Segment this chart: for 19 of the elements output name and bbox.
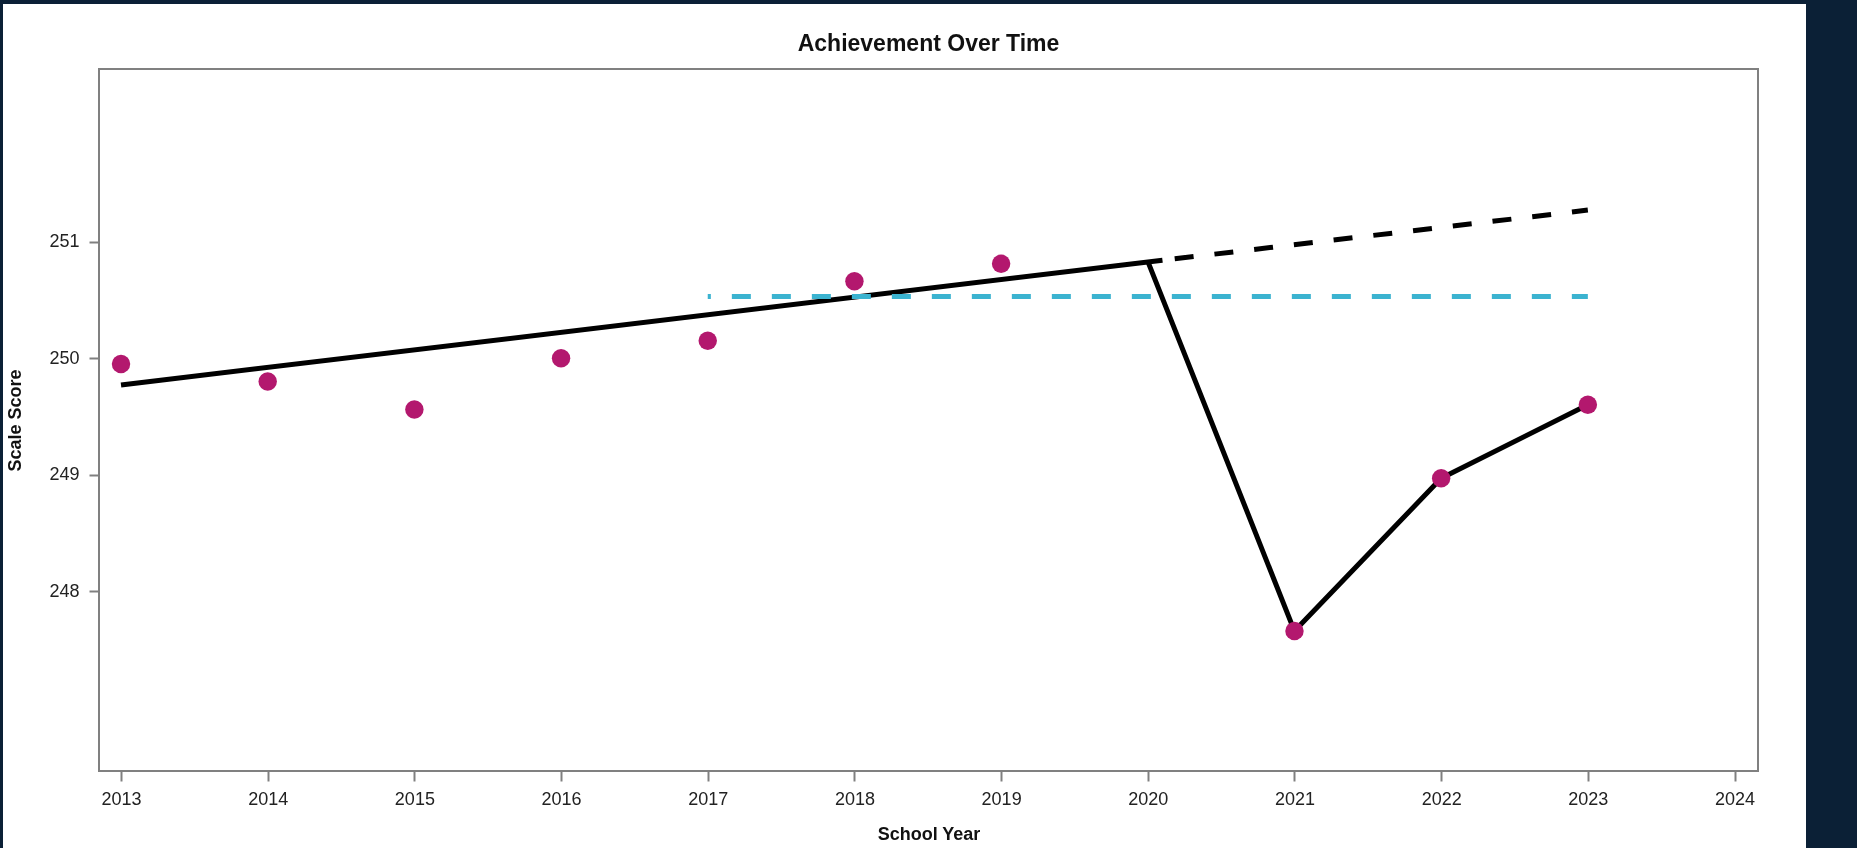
x-tick-label: 2022 xyxy=(1421,788,1462,809)
x-tick-label: 2015 xyxy=(394,788,435,809)
y-tick-label: 251 xyxy=(49,231,80,252)
x-tick-label: 2019 xyxy=(981,788,1022,809)
y-tick-label: 250 xyxy=(49,347,80,368)
y-tick-label: 249 xyxy=(49,464,80,485)
chart-title: Achievement Over Time xyxy=(797,30,1060,56)
x-tick-label: 2017 xyxy=(688,788,729,809)
x-tick-label: 2013 xyxy=(101,788,142,809)
x-tick-label: 2024 xyxy=(1715,788,1756,809)
x-tick-label: 2018 xyxy=(834,788,875,809)
y-axis-title: Scale Score xyxy=(5,369,26,472)
x-tick-label: 2021 xyxy=(1274,788,1315,809)
x-tick-label: 2014 xyxy=(248,788,289,809)
y-tick-label: 248 xyxy=(49,580,80,601)
x-tick-label: 2020 xyxy=(1128,788,1169,809)
x-axis-title: School Year xyxy=(877,823,981,844)
x-tick-label: 2023 xyxy=(1568,788,1609,809)
x-tick-label: 2016 xyxy=(541,788,582,809)
